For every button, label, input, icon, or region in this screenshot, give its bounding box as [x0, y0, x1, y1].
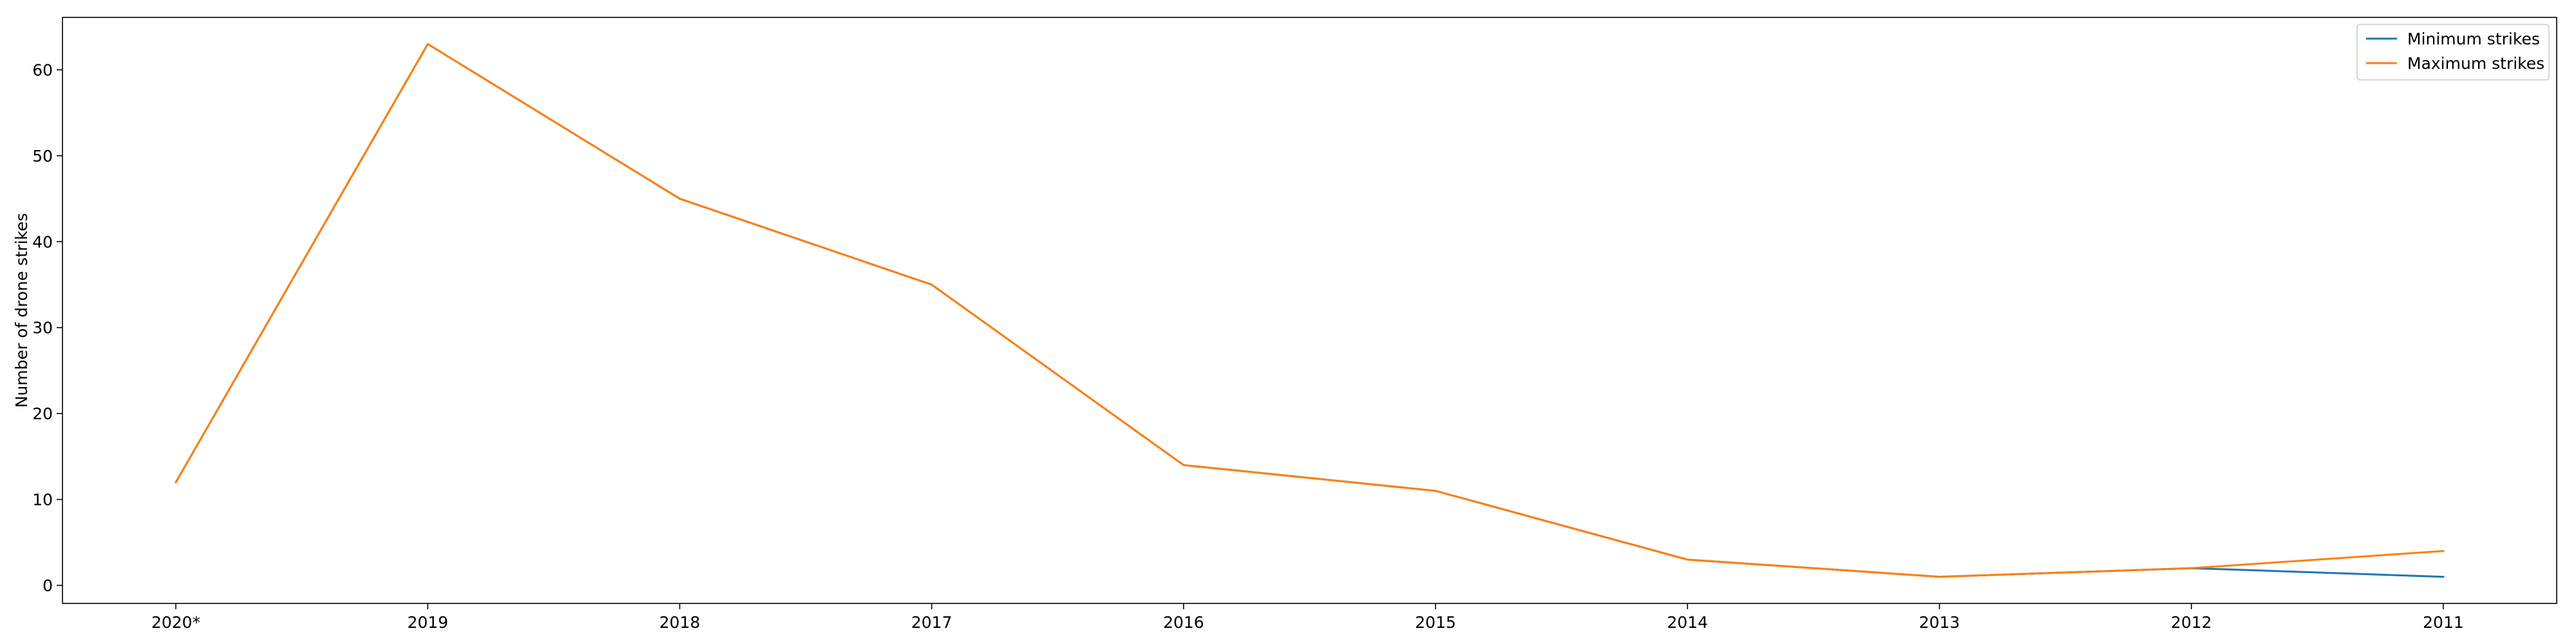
legend-label: Minimum strikes	[2407, 30, 2540, 48]
x-tick-label: 2017	[911, 613, 952, 632]
x-tick-label: 2014	[1667, 613, 1709, 632]
y-tick-label: 60	[32, 61, 53, 79]
y-tick-label: 40	[32, 232, 53, 251]
legend-label: Maximum strikes	[2407, 54, 2544, 73]
x-tick-label: 2018	[659, 613, 701, 632]
x-tick-label: 2015	[1415, 613, 1456, 632]
y-tick-label: 20	[32, 404, 53, 423]
x-tick-label: 2012	[2171, 613, 2212, 632]
y-axis-label: Number of drone strikes	[12, 213, 31, 408]
y-tick-label: 50	[32, 147, 53, 166]
y-tick-label: 0	[43, 576, 53, 595]
x-tick-label: 2020*	[151, 613, 200, 632]
x-tick-label: 2016	[1163, 613, 1204, 632]
y-tick-label: 30	[32, 319, 53, 337]
y-tick-label: 10	[32, 491, 53, 509]
x-tick-label: 2019	[407, 613, 448, 632]
x-tick-label: 2013	[1919, 613, 1960, 632]
x-tick-label: 2011	[2423, 613, 2464, 632]
legend: Minimum strikes Maximum strikes	[2357, 24, 2549, 80]
